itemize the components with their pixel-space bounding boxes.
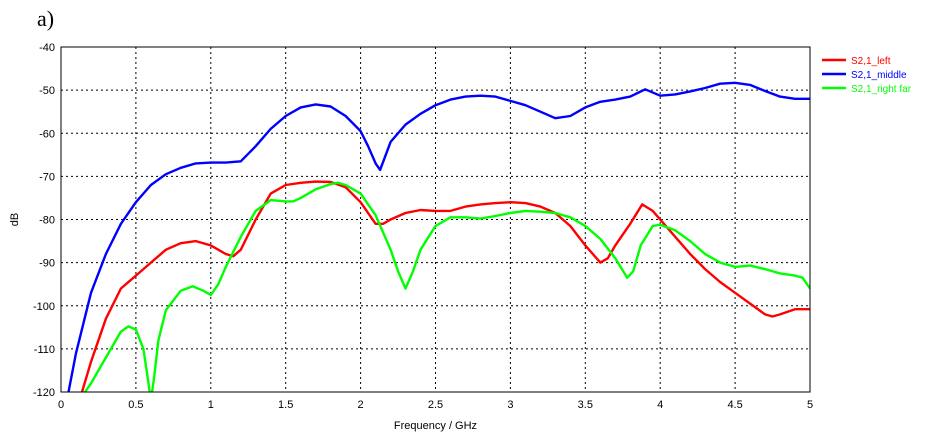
y-tick-label: -40: [39, 42, 55, 54]
x-tick-labels: 0 0.5 1 1.5 2 2.5 3 3.5 4 4.5 5: [58, 399, 813, 411]
legend-item: S2,1_left: [822, 56, 891, 67]
x-tick-label: 2: [358, 399, 364, 411]
panel-label: a): [37, 6, 54, 31]
legend: S2,1_left S2,1_middle S2,1_right far: [822, 56, 912, 95]
y-tick-label: -110: [34, 344, 55, 356]
y-tick-labels: -40 -50 -60 -70 -80 -90 -100 -110 -120: [33, 42, 55, 399]
x-tick-label: 1.5: [278, 399, 293, 411]
x-tick-label: 1: [208, 399, 214, 411]
x-tick-label: 2.5: [428, 399, 443, 411]
x-tick-label: 0.5: [128, 399, 143, 411]
legend-item: S2,1_right far: [822, 84, 912, 95]
legend-label: S2,1_right far: [851, 84, 912, 95]
legend-item: S2,1_middle: [822, 70, 907, 81]
x-tick-label: 3.5: [578, 399, 593, 411]
y-tick-label: -80: [39, 215, 55, 227]
x-axis-label: Frequency / GHz: [394, 420, 477, 432]
y-tick-label: -70: [39, 171, 55, 183]
legend-label: S2,1_left: [851, 56, 891, 67]
series-line-3: [83, 181, 810, 392]
y-axis-label: dB: [9, 213, 21, 226]
y-tick-label: -120: [33, 387, 55, 399]
x-tick-label: 5: [807, 399, 813, 411]
grid: [61, 47, 810, 392]
x-tick-label: 0: [58, 399, 64, 411]
x-tick-label: 4: [657, 399, 663, 411]
series-line-1: [80, 180, 810, 392]
plot-frame: [60, 46, 811, 393]
x-tick-label: 3: [507, 399, 513, 411]
y-tick-label: -100: [33, 301, 55, 313]
y-tick-label: -60: [39, 128, 55, 140]
y-tick-label: -90: [39, 258, 55, 270]
series-line-2: [67, 81, 810, 392]
legend-label: S2,1_middle: [851, 70, 907, 81]
y-tick-label: -50: [39, 85, 55, 97]
series-lines: [67, 81, 810, 392]
x-tick-label: 4.5: [727, 399, 742, 411]
